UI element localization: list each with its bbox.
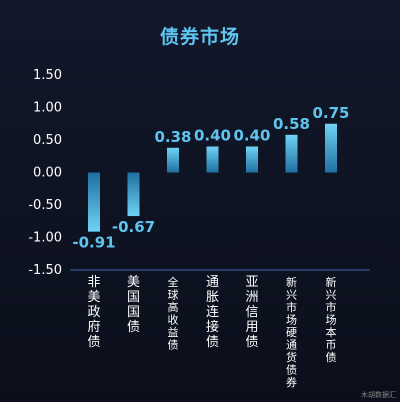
bar <box>206 146 219 173</box>
bar <box>88 172 100 232</box>
y-tick-label: -1.00 <box>28 231 62 246</box>
chart-title: 债券市场 <box>159 26 240 48</box>
y-tick-label: -0.50 <box>28 198 62 213</box>
y-tick-label: 1.50 <box>33 68 62 83</box>
data-label: -0.91 <box>72 234 115 252</box>
bar <box>285 134 298 173</box>
y-tick-label: -1.50 <box>28 263 62 278</box>
bar <box>127 172 140 217</box>
y-tick-label: 0.50 <box>33 133 62 148</box>
data-label: 0.75 <box>312 104 349 122</box>
bar <box>325 123 337 173</box>
data-label: 0.38 <box>154 128 191 146</box>
bar <box>246 146 258 173</box>
category-label: 新兴市场本币债 <box>326 275 337 364</box>
watermark: 木胡数据汇 <box>361 391 396 399</box>
category-label: 非美政府债 <box>87 275 100 350</box>
y-tick-label: 1.00 <box>33 101 62 116</box>
data-label: -0.67 <box>112 218 155 236</box>
y-tick-label: 0.00 <box>33 166 62 181</box>
category-label: 亚洲信用债 <box>245 275 258 350</box>
data-label: 0.40 <box>233 127 270 145</box>
data-label: 0.40 <box>194 127 231 145</box>
category-label: 美国国债 <box>127 275 140 335</box>
category-label: 新兴市场硬通货债券 <box>286 275 297 389</box>
data-label: 0.58 <box>273 115 310 133</box>
category-label: 通胀连接债 <box>206 275 219 350</box>
bar <box>167 147 179 173</box>
category-label: 全球高收益债 <box>168 275 179 352</box>
